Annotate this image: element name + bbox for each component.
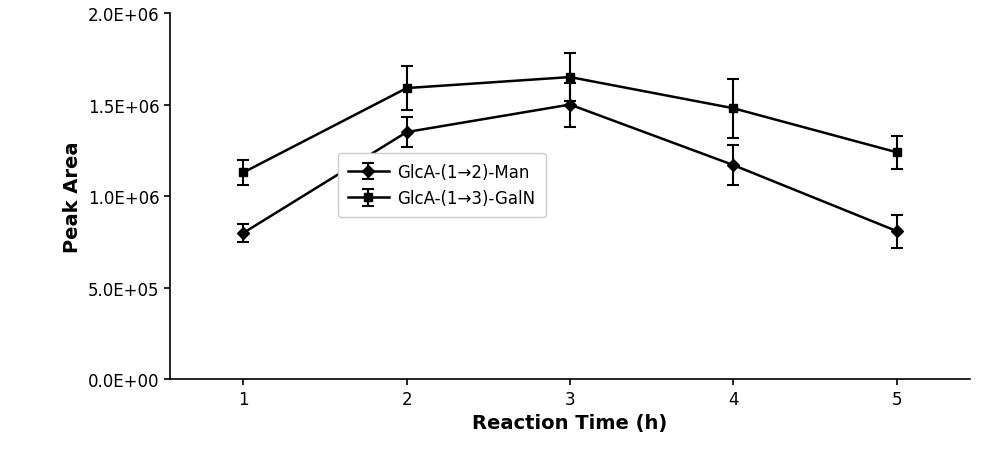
Legend: GlcA-(1→2)-Man, GlcA-(1→3)-GalN: GlcA-(1→2)-Man, GlcA-(1→3)-GalN (338, 154, 546, 218)
X-axis label: Reaction Time (h): Reaction Time (h) (472, 413, 668, 432)
Y-axis label: Peak Area: Peak Area (63, 141, 82, 252)
